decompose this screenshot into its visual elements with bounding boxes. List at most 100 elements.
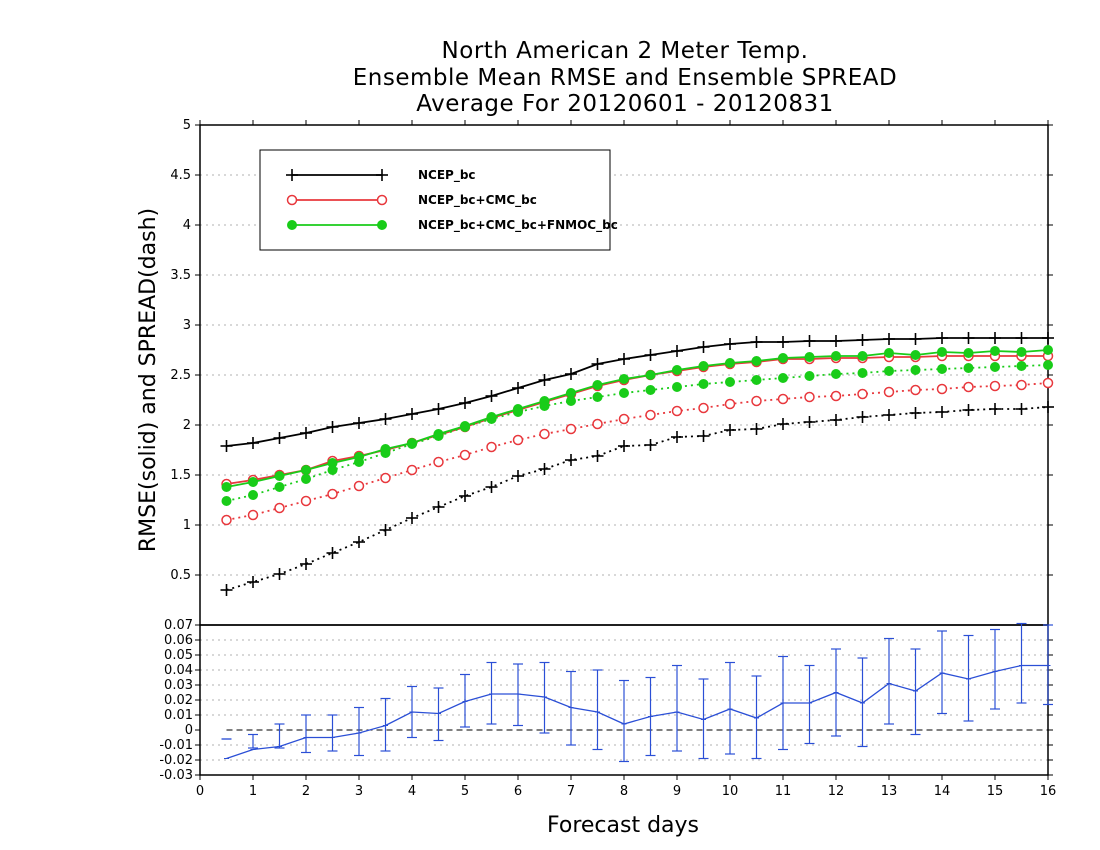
data-point (644, 349, 657, 361)
data-point (857, 351, 868, 361)
data-point (353, 536, 365, 548)
x-tick-label: 3 (355, 784, 363, 799)
data-point (644, 439, 657, 451)
data-point (221, 482, 232, 492)
data-point (300, 495, 312, 507)
data-point (698, 402, 709, 414)
data-point (566, 396, 576, 406)
data-point (1043, 360, 1053, 370)
series-line (226, 364, 1049, 502)
y-tick-label: 2.5 (170, 368, 191, 383)
data-point (751, 356, 762, 366)
data-point (1042, 401, 1054, 413)
data-point (698, 379, 709, 389)
data-point (963, 363, 974, 373)
data-point (724, 398, 736, 410)
data-point (565, 423, 577, 435)
data-point (432, 501, 445, 513)
data-point (538, 463, 551, 475)
data-point (538, 374, 551, 386)
data-point (486, 414, 497, 424)
y-tick-label: 0.5 (170, 568, 191, 583)
data-point (300, 558, 312, 570)
data-point (592, 380, 603, 390)
data-point (989, 403, 1001, 415)
y-tick-label: 3.5 (170, 268, 191, 283)
y-tick-label: 5 (183, 118, 191, 133)
series-line (226, 355, 1048, 485)
data-point (645, 409, 656, 421)
data-point (884, 366, 894, 376)
data-point (857, 368, 868, 378)
data-point (591, 450, 604, 462)
data-point (1016, 379, 1027, 391)
data-point (909, 333, 922, 345)
data-point (962, 332, 975, 344)
y-tick-label: 4.5 (170, 168, 191, 183)
legend-marker (286, 194, 298, 206)
data-point (856, 334, 869, 346)
data-point (565, 368, 577, 380)
data-point (671, 405, 683, 417)
data-point (724, 424, 736, 436)
data-point (539, 428, 550, 440)
data-point (697, 341, 710, 353)
x-tick-label: 1 (249, 784, 257, 799)
data-point (220, 584, 233, 596)
data-point (274, 471, 285, 481)
data-point (353, 480, 365, 492)
data-point (1042, 377, 1054, 389)
y-tick-label: 0.04 (164, 663, 193, 678)
data-point (619, 374, 629, 384)
data-point (750, 423, 763, 435)
data-point (592, 418, 603, 430)
y-tick-label: 1.5 (170, 468, 191, 483)
data-point (406, 512, 418, 524)
data-point (300, 427, 312, 439)
data-point (459, 397, 471, 409)
y-tick-label: 3 (183, 318, 191, 333)
data-point (910, 384, 921, 396)
x-tick-label: 14 (934, 784, 951, 799)
data-point (565, 454, 577, 466)
data-point (619, 388, 629, 398)
data-point (406, 408, 418, 420)
data-point (645, 385, 656, 395)
data-point (407, 439, 417, 449)
data-point (512, 382, 524, 394)
y-tick-label: 4 (183, 218, 191, 233)
data-point (433, 431, 444, 441)
data-point (326, 421, 339, 433)
data-point (803, 335, 816, 347)
series-line (226, 382, 1049, 521)
data-point (539, 401, 550, 411)
data-point (645, 370, 656, 380)
x-tick-label: 13 (881, 784, 898, 799)
data-point (592, 392, 603, 402)
data-point (804, 352, 815, 362)
x-tick-label: 8 (620, 784, 628, 799)
x-tick-label: 0 (196, 784, 204, 799)
y-tick-label: 0.05 (164, 648, 193, 663)
data-point (777, 393, 789, 405)
data-point (883, 386, 895, 398)
series-line (226, 406, 1049, 591)
data-point (989, 332, 1001, 344)
data-point (327, 465, 338, 475)
data-point (963, 381, 974, 393)
data-point (963, 348, 974, 358)
data-point (937, 347, 947, 357)
data-point (1015, 332, 1028, 344)
data-point (698, 361, 709, 371)
data-point (750, 336, 763, 348)
data-point (220, 440, 233, 452)
data-point (830, 390, 842, 402)
data-point (380, 448, 391, 458)
data-point (751, 375, 762, 385)
data-point (671, 431, 683, 443)
y-tick-label: 0.01 (164, 708, 193, 723)
data-point (406, 464, 418, 476)
data-point (380, 472, 391, 484)
data-point (486, 441, 497, 453)
